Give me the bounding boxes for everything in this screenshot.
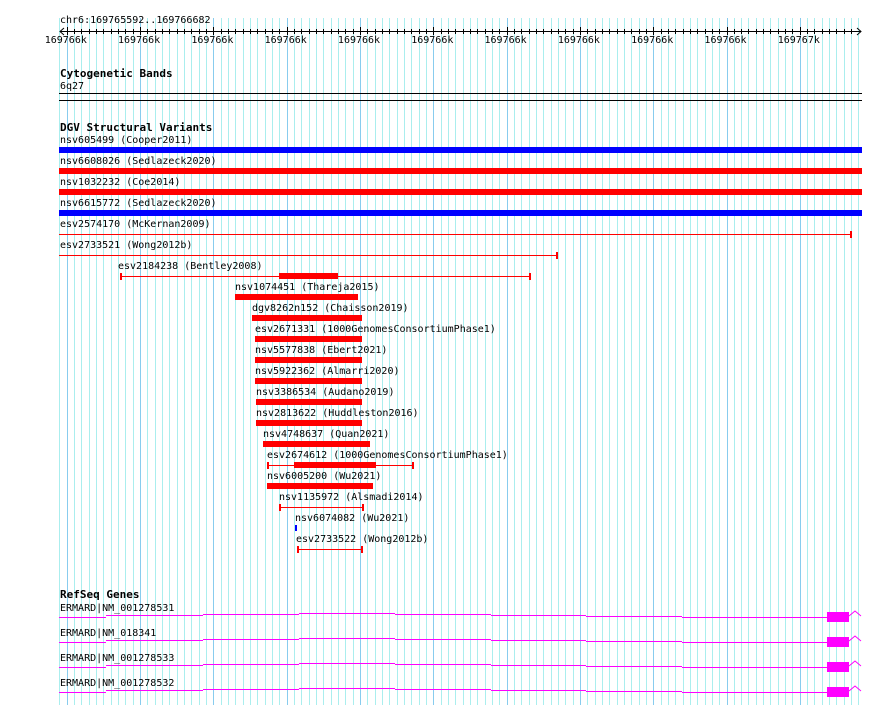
exon-block[interactable]	[827, 662, 849, 672]
ruler-tick-label: 169766k	[118, 35, 161, 46]
variant-label[interactable]: nsv6005200 (Wu2021)	[267, 471, 382, 482]
ruler-arrow-icon	[59, 27, 862, 36]
variant-span-line[interactable]	[59, 255, 557, 256]
variant-bar[interactable]	[267, 483, 373, 489]
cytoband-line	[59, 93, 862, 94]
ruler-tick-label: 169766k	[704, 35, 747, 46]
gene-label[interactable]: ERMARD|NM_018341	[60, 628, 157, 639]
track-divider	[59, 100, 862, 101]
variant-bar[interactable]	[59, 210, 862, 216]
variant-end-cap	[850, 231, 852, 238]
variant-end-cap	[412, 462, 414, 469]
region-label: chr6:169765592..169766682	[60, 15, 211, 26]
variant-label[interactable]: esv2671331 (1000GenomesConsortiumPhase1)	[255, 324, 496, 335]
variant-span-line[interactable]	[279, 507, 363, 508]
variant-span-line[interactable]	[59, 234, 851, 235]
exon-block[interactable]	[827, 687, 849, 697]
ruler-tick-label: 169766k	[557, 35, 600, 46]
variant-bar[interactable]	[59, 189, 862, 195]
variant-bar[interactable]	[59, 168, 862, 174]
variant-label[interactable]: nsv6615772 (Sedlazeck2020)	[60, 198, 217, 209]
variant-label[interactable]: nsv1032232 (Coe2014)	[60, 177, 181, 188]
intron-caret-icon	[848, 660, 862, 667]
variant-label[interactable]: esv2184238 (Bentley2008)	[118, 261, 263, 272]
variant-end-cap	[556, 252, 558, 259]
refseq-track-title[interactable]: RefSeq Genes	[60, 588, 140, 601]
ruler-tick-label: 169766k	[337, 35, 381, 46]
ruler-tick-label: 169766k	[411, 35, 454, 46]
variant-label[interactable]: esv2733522 (Wong2012b)	[296, 534, 429, 545]
variant-end-cap	[120, 273, 122, 280]
variant-label[interactable]: nsv1074451 (Thareja2015)	[235, 282, 380, 293]
variant-bar[interactable]	[263, 441, 370, 447]
variant-bar[interactable]	[59, 147, 862, 153]
intron-caret-icon	[848, 610, 862, 617]
variant-end-cap	[529, 273, 531, 280]
ruler-tick-label: 169766k	[44, 35, 87, 46]
ruler-tick-label: 169766k	[264, 35, 307, 46]
ruler-tick-label: 169767k	[777, 35, 820, 46]
variant-label[interactable]: nsv2813622 (Huddleston2016)	[256, 408, 419, 419]
variant-label[interactable]: nsv5577838 (Ebert2021)	[255, 345, 388, 356]
ruler-tick-label: 169766k	[191, 35, 234, 46]
variant-end-cap	[361, 546, 363, 553]
variant-label[interactable]: nsv6074082 (Wu2021)	[295, 513, 410, 524]
variant-bar[interactable]	[255, 357, 362, 363]
variant-label[interactable]: nsv3386534 (Audano2019)	[256, 387, 395, 398]
variant-label[interactable]: esv2574170 (McKernan2009)	[60, 219, 211, 230]
variant-label[interactable]: nsv1135972 (Alsmadi2014)	[279, 492, 424, 503]
variant-label[interactable]: nsv5922362 (Almarri2020)	[255, 366, 400, 377]
variant-end-cap	[362, 504, 364, 511]
gene-label[interactable]: ERMARD|NM_001278531	[60, 603, 175, 614]
exon-block[interactable]	[827, 637, 849, 647]
dgv-track-title[interactable]: DGV Structural Variants	[60, 121, 213, 134]
intron-caret-icon	[848, 685, 862, 692]
variant-bar[interactable]	[235, 294, 358, 300]
variant-span-line[interactable]	[297, 549, 362, 550]
variant-end-cap	[267, 462, 269, 469]
ruler-tick-label: 169766k	[484, 35, 527, 46]
gene-label[interactable]: ERMARD|NM_001278533	[60, 653, 175, 664]
variant-bar[interactable]	[295, 525, 297, 531]
variant-bar[interactable]	[255, 336, 362, 342]
exon-block[interactable]	[827, 612, 849, 622]
variant-bar[interactable]	[256, 420, 362, 426]
variant-label[interactable]: dgv8262n152 (Chaisson2019)	[252, 303, 409, 314]
variant-bar[interactable]	[279, 273, 338, 279]
cytoband-label: 6q27	[60, 81, 85, 92]
variant-bar[interactable]	[252, 315, 362, 321]
variant-label[interactable]: nsv6608026 (Sedlazeck2020)	[60, 156, 217, 167]
variant-bar[interactable]	[255, 378, 362, 384]
variant-label[interactable]: esv2674612 (1000GenomesConsortiumPhase1)	[267, 450, 508, 461]
variant-end-cap	[297, 546, 299, 553]
variant-bar[interactable]	[294, 462, 376, 468]
variant-end-cap	[279, 504, 281, 511]
variant-label[interactable]: nsv4748637 (Quan2021)	[263, 429, 390, 440]
cytoband-track-title[interactable]: Cytogenetic Bands	[60, 67, 173, 80]
variant-label[interactable]: esv2733521 (Wong2012b)	[60, 240, 193, 251]
variant-bar[interactable]	[256, 399, 362, 405]
gene-label[interactable]: ERMARD|NM_001278532	[60, 678, 175, 689]
ruler-tick-label: 169766k	[631, 35, 674, 46]
intron-caret-icon	[848, 635, 862, 642]
variant-label[interactable]: nsv605499 (Cooper2011)	[60, 135, 193, 146]
